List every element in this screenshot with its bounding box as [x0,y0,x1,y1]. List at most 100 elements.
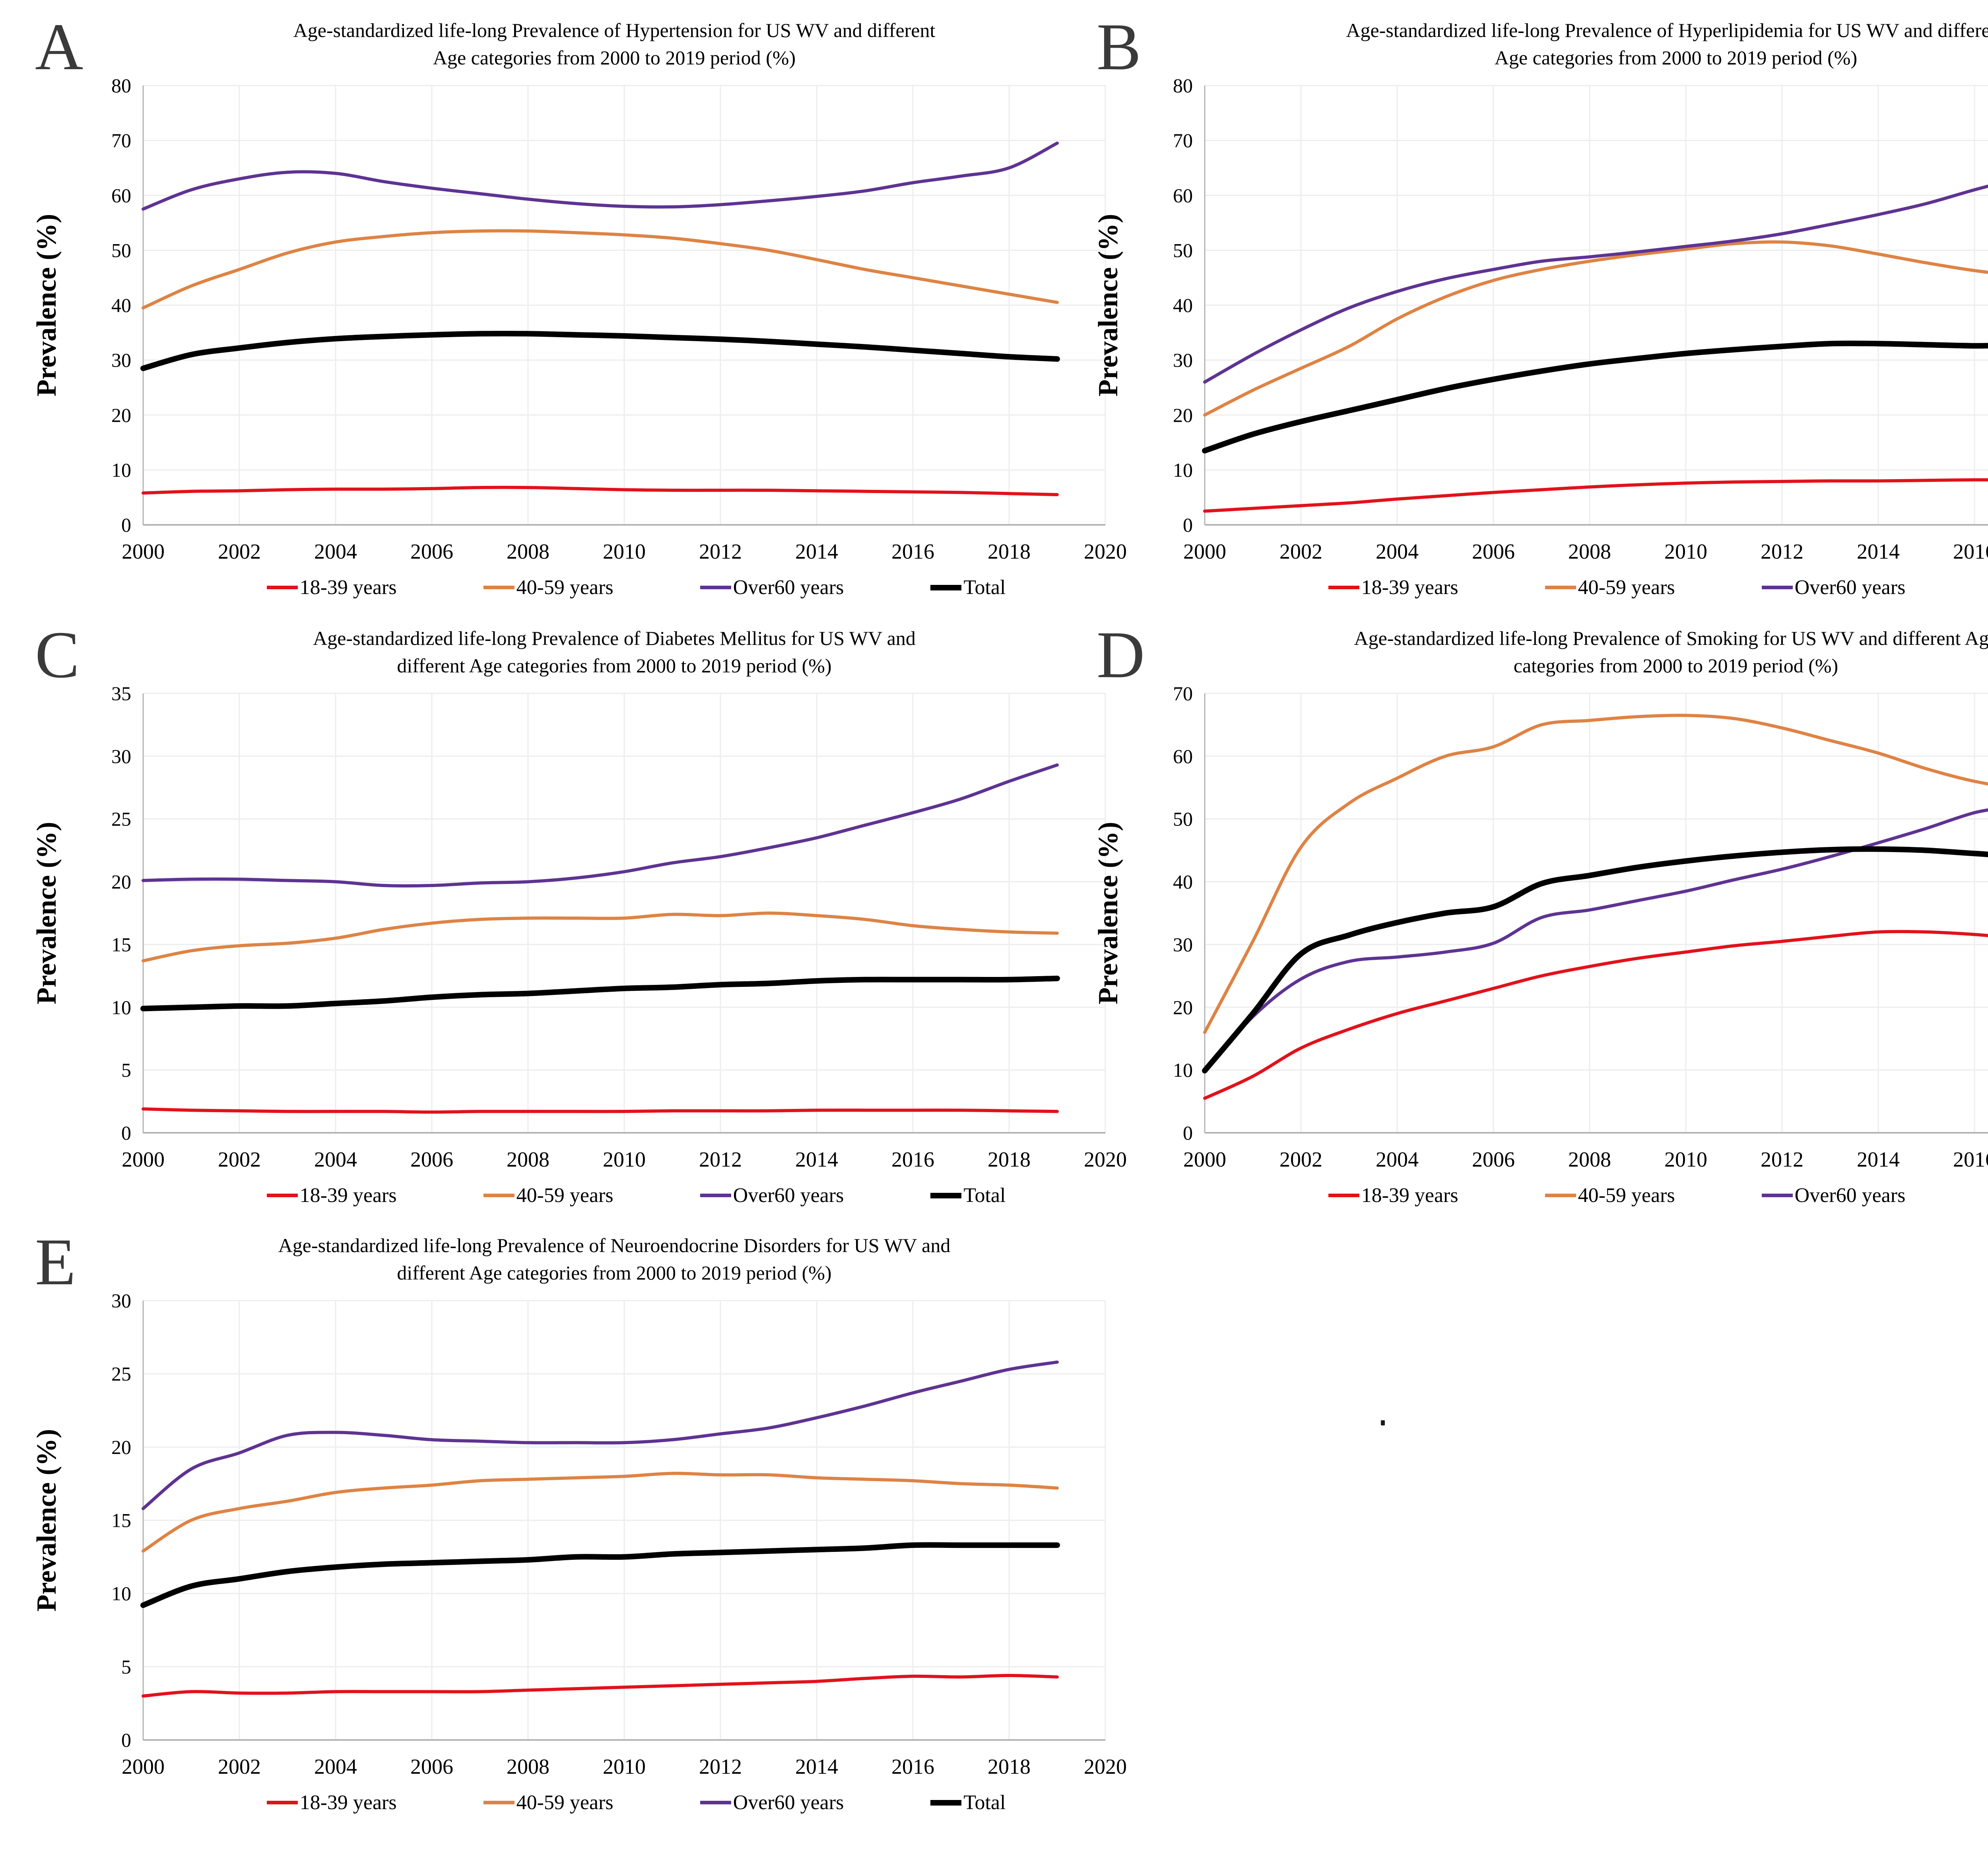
legend-item: 18-39 years [1328,1184,1458,1207]
legend-diabetes-mellitus: 18-39 years 40-59 years Over60 years Tot… [24,1184,1149,1207]
svg-text:0: 0 [1183,1122,1193,1144]
legend-item: 18-39 years [266,1791,397,1814]
svg-text:80: 80 [1173,76,1193,97]
svg-text:40: 40 [111,294,131,316]
panel-hyperlipidemia: B Age-standardized life-long Prevalence … [1085,6,1988,603]
svg-text:2008: 2008 [507,540,549,563]
legend-item: 18-39 years [266,576,397,599]
legend-swatch-18-39 [266,1801,298,1804]
svg-text:2018: 2018 [988,540,1031,563]
svg-text:0: 0 [121,514,131,536]
svg-text:10: 10 [111,459,131,481]
svg-text:40: 40 [1173,294,1193,316]
chart-title-diabetes-mellitus: Age-standardized life-long Prevalence of… [313,627,916,677]
svg-text:2016: 2016 [1953,540,1988,563]
legend-item: Over60 years [1761,576,1905,599]
chart-title-smoking: Age-standardized life-long Prevalence of… [1354,627,1988,677]
legend-item: 18-39 years [266,1184,397,1207]
svg-text:2010: 2010 [603,1755,646,1779]
svg-text:2000: 2000 [122,1755,165,1779]
panel-diabetes-mellitus: C Age-standardized life-long Prevalence … [24,614,1149,1219]
svg-text:2020: 2020 [1084,1148,1127,1171]
legend-swatch-18-39 [266,1194,298,1197]
legend-swatch-over60 [1761,1194,1793,1197]
svg-text:2012: 2012 [699,1755,742,1779]
panel-letter-a: A [35,10,83,84]
legend-swatch-40-59 [1545,586,1576,589]
svg-text:2014: 2014 [795,1148,838,1171]
svg-text:2006: 2006 [1472,1148,1515,1171]
legend-swatch-total [930,1800,962,1806]
stray-mark [1381,1420,1385,1425]
svg-text:35: 35 [111,683,131,705]
svg-text:10: 10 [111,996,131,1018]
svg-text:30: 30 [111,1291,131,1312]
svg-text:60: 60 [111,184,131,206]
svg-text:0: 0 [121,1122,131,1144]
legend-item: Total [930,1184,1006,1207]
panel-hypertension: A Age-standardized life-long Prevalence … [24,6,1149,603]
line-chart-neuroendocrine-disorders: 0 5 10 15 20 25 30 2000 2002 2004 2006 2008 2010 2012… [31,1291,1127,1779]
legend-swatch-40-59 [483,586,514,589]
legend-item: 40-59 years [1545,1184,1675,1207]
svg-text:20: 20 [111,1436,131,1458]
legend-item: 40-59 years [483,1184,613,1207]
svg-text:2000: 2000 [122,540,165,563]
legend-swatch-18-39 [1328,586,1359,589]
svg-text:5: 5 [121,1656,131,1678]
panel-neuroendocrine-disorders: E Age-standardized life-long Prevalence … [24,1221,1149,1850]
legend-item: 18-39 years [1328,576,1458,599]
svg-text:2008: 2008 [1568,1148,1611,1171]
svg-text:2016: 2016 [891,540,934,563]
svg-text:2008: 2008 [507,1755,549,1779]
svg-text:Prevalence (%): Prevalence (%) [31,822,62,1004]
svg-text:2002: 2002 [1279,1148,1322,1171]
legend-smoking: 18-39 years 40-59 years Over60 years Tot… [1085,1184,1988,1207]
svg-text:2000: 2000 [1183,540,1226,563]
svg-text:2014: 2014 [1857,1148,1900,1171]
svg-text:40: 40 [1173,871,1193,893]
svg-text:25: 25 [111,1363,131,1385]
svg-text:30: 30 [1173,933,1193,955]
chart-title-neuroendocrine-disorders: Age-standardized life-long Prevalence of… [278,1234,951,1284]
svg-text:50: 50 [1173,808,1193,830]
svg-text:2016: 2016 [891,1148,934,1171]
legend-swatch-over60 [700,1801,731,1804]
svg-text:2018: 2018 [988,1148,1031,1171]
svg-text:30: 30 [1173,349,1193,371]
legend-swatch-total [930,1192,962,1198]
svg-text:2014: 2014 [795,1755,838,1779]
svg-text:2004: 2004 [314,540,357,563]
svg-text:2010: 2010 [1664,540,1707,563]
svg-text:70: 70 [111,129,131,151]
legend-swatch-40-59 [1545,1194,1576,1197]
legend-hyperlipidemia: 18-39 years 40-59 years Over60 years Tot… [1085,576,1988,599]
svg-text:70: 70 [1173,683,1193,705]
svg-text:50: 50 [1173,239,1193,261]
svg-text:2010: 2010 [1664,1148,1707,1171]
svg-text:2004: 2004 [1376,540,1419,563]
legend-swatch-40-59 [483,1801,514,1804]
svg-text:30: 30 [111,745,131,767]
svg-text:2006: 2006 [410,1755,453,1779]
panel-letter-c: C [35,618,80,692]
svg-text:50: 50 [111,239,131,261]
svg-text:2016: 2016 [1953,1148,1988,1171]
svg-text:2014: 2014 [795,540,838,563]
legend-swatch-18-39 [1328,1194,1359,1197]
svg-text:2002: 2002 [218,1755,261,1779]
svg-text:2018: 2018 [988,1755,1031,1779]
svg-text:2002: 2002 [218,540,261,563]
svg-text:2016: 2016 [891,1755,934,1779]
legend-swatch-total [930,584,962,590]
svg-text:Prevalence (%): Prevalence (%) [1093,822,1124,1004]
svg-text:20: 20 [1173,404,1193,426]
svg-text:2020: 2020 [1084,1755,1127,1779]
legend-swatch-over60 [700,1194,731,1197]
panel-letter-e: E [35,1225,76,1299]
legend-hypertension: 18-39 years 40-59 years Over60 years Tot… [24,576,1149,599]
legend-item: 40-59 years [483,1791,613,1814]
svg-text:20: 20 [111,871,131,893]
svg-text:5: 5 [121,1059,131,1081]
svg-text:2012: 2012 [1761,540,1804,563]
